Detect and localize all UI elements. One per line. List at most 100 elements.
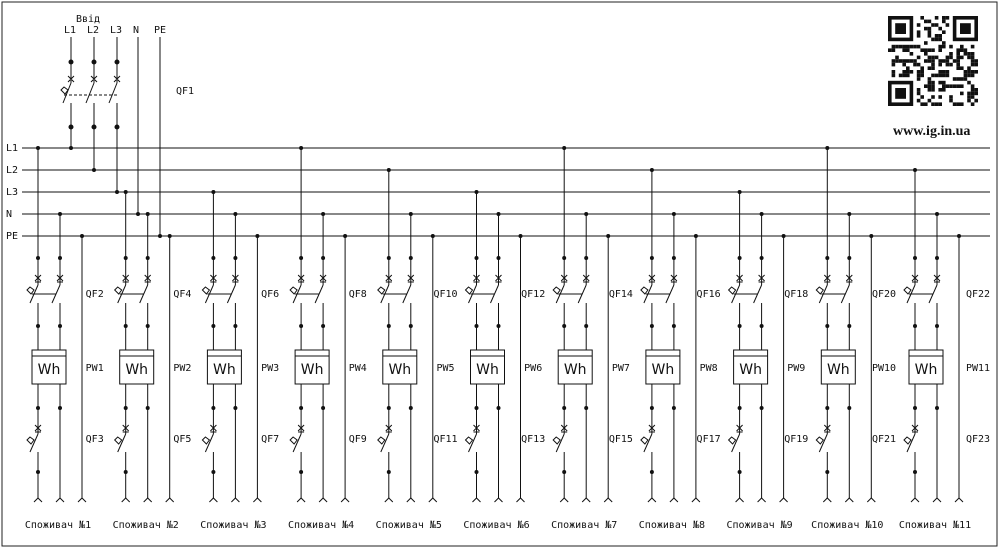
qr-module (927, 30, 932, 34)
qr-module (970, 70, 975, 74)
qr-module (920, 70, 924, 74)
qr-module (931, 37, 935, 42)
wire (380, 433, 390, 453)
top-breaker-label: QF2 (86, 289, 104, 300)
main-breaker-label: QF1 (176, 86, 194, 97)
meter-label: PW9 (787, 363, 805, 374)
circuit-1: Wh Споживач №1 (25, 146, 91, 531)
qr-module (963, 52, 968, 56)
qr-module (931, 23, 935, 27)
qr-module (942, 84, 946, 88)
junction-dot (693, 234, 698, 238)
consumer-label: Споживач №7 (551, 520, 617, 531)
top-breaker-label: QF16 (697, 289, 721, 300)
junction-dot (115, 190, 119, 194)
qr-module (920, 48, 924, 52)
bottom-breaker-label: QF11 (433, 434, 457, 445)
qr-module (924, 52, 928, 56)
junction-dot (781, 234, 786, 238)
qr-module (920, 66, 924, 70)
junction-dot (158, 234, 162, 238)
meter-label: PW4 (349, 363, 367, 374)
qr-module (891, 73, 896, 78)
qr-module (970, 55, 975, 60)
top-breaker-label: QF14 (609, 289, 633, 300)
qr-module (974, 70, 978, 74)
junction-dot (255, 234, 260, 238)
bus-label-pe: PE (6, 231, 18, 242)
qr-module (967, 70, 971, 74)
junction-dot (321, 406, 326, 410)
meter-label: PW2 (173, 363, 191, 374)
qr-module (931, 48, 935, 52)
qr-module (924, 41, 928, 45)
bottom-breaker-label: QF21 (872, 434, 896, 445)
breaker-handle (113, 436, 123, 445)
qr-module (927, 34, 932, 38)
qr-module (938, 34, 942, 38)
qr-module (927, 84, 932, 88)
qr-module (931, 66, 935, 70)
qr-module (898, 59, 903, 63)
wire (468, 433, 477, 453)
output-terminal (581, 497, 591, 503)
wire (204, 433, 214, 453)
breaker-handle (201, 286, 211, 295)
qr-module (970, 59, 975, 63)
junction-dot (80, 234, 84, 238)
junction-dot (386, 168, 391, 172)
output-terminal (559, 497, 569, 503)
qr-module (970, 73, 975, 78)
circuit-4: Wh QF6 PW3 QF7 Споживач №4 (261, 146, 354, 531)
qr-module (974, 91, 978, 96)
qr-module (916, 77, 921, 81)
consumer-label: Споживач №1 (25, 520, 91, 531)
qr-module (927, 55, 932, 60)
qr-module (934, 37, 939, 42)
top-breaker-label: QF18 (784, 289, 808, 300)
qr-module (895, 59, 899, 63)
junction-dot (474, 190, 479, 194)
output-terminal (757, 497, 766, 503)
breaker-handle (377, 436, 386, 445)
qr-module (963, 48, 968, 52)
qr-module (942, 88, 946, 92)
qr-module (938, 102, 942, 106)
qr-module (909, 52, 914, 56)
output-terminal (77, 497, 87, 503)
bottom-breaker-label: QF17 (697, 434, 721, 445)
circuit-6: Wh QF10 PW5 QF11 Споживач №6 (433, 190, 530, 531)
junction-dot (136, 212, 140, 216)
junction-dot (123, 190, 128, 194)
qr-finder-core (895, 23, 906, 34)
qr-module (906, 73, 910, 78)
junction-dot (759, 212, 764, 216)
qr-module (916, 88, 921, 92)
qr-module (916, 23, 921, 27)
qr-module (902, 62, 906, 67)
qr-module (963, 73, 968, 78)
qr-module (906, 48, 910, 52)
circuit-5: Wh QF8 PW4 QF9 Споживач №5 (349, 168, 442, 531)
qr-module (942, 30, 946, 34)
output-terminal (231, 497, 240, 503)
qr-module (952, 59, 957, 63)
junction-dot (167, 234, 172, 238)
junction-dot (496, 212, 501, 216)
qr-module (888, 48, 892, 52)
wire (29, 433, 39, 453)
output-terminal (779, 497, 788, 503)
qr-module (920, 102, 924, 106)
junction-dot (408, 212, 413, 216)
qr-module (938, 48, 942, 52)
input-terminal-l2: L2 (87, 25, 99, 36)
qr-module (931, 55, 935, 60)
junction-dot (211, 190, 216, 194)
qr-module (920, 16, 924, 20)
qr-module (924, 59, 928, 63)
junction-dot (913, 168, 917, 172)
qr-module (906, 44, 910, 49)
qr-module (927, 77, 932, 81)
qr-module (934, 102, 939, 106)
output-terminal (33, 497, 43, 503)
